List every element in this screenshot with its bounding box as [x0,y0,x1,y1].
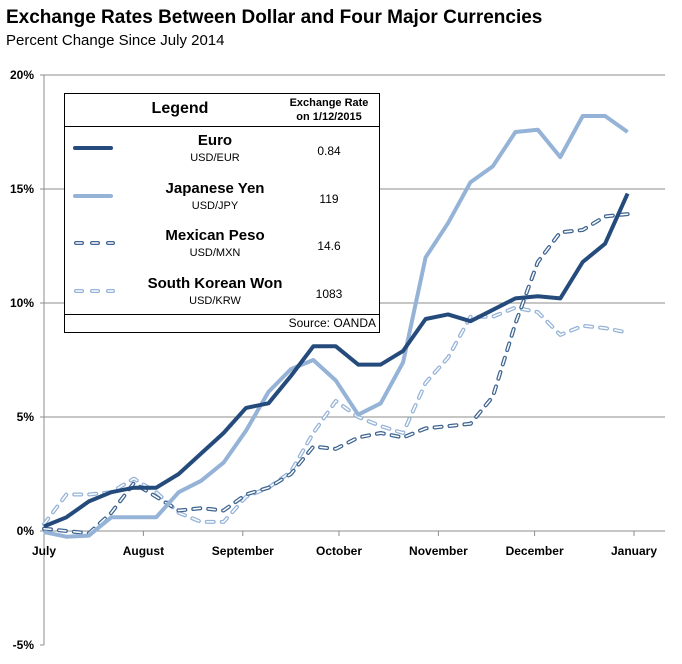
x-tick-label: January [611,544,657,558]
series-south-korean-won-line [42,305,630,527]
series-south-korean-won-line-inner [43,306,629,525]
legend-name: Euro [197,132,233,149]
legend-item-euro: Euro USD/EUR 0.84 [65,132,379,180]
legend-pair: USD/JPY [191,200,239,212]
chart-title: Exchange Rates Between Dollar and Four M… [6,7,543,28]
legend-name: Mexican Peso [165,227,265,244]
series-japanese-yen-line [43,114,629,539]
legend-pair: USD/EUR [190,152,240,164]
legend: Legend Exchange Rate on 1/12/2015 Euro U… [64,93,380,333]
x-tick-label: October [316,544,362,558]
legend-item-won: South Korean Won USD/KRW 1083 [65,275,379,323]
rate-header: Exchange Rate on 1/12/2015 [277,96,381,124]
legend-header: Legend Exchange Rate on 1/12/2015 [65,94,379,127]
y-tick-label: 0% [17,524,35,538]
legend-rate: 14.6 [317,239,341,253]
series-euro-line [43,192,630,529]
y-tick-label: 15% [10,182,34,196]
y-tick-label: 5% [17,410,35,424]
legend-name: Japanese Yen [165,180,265,197]
chart-subtitle: Percent Change Since July 2014 [6,32,225,49]
legend-title: Legend [151,100,209,117]
dashed-line-swatch-icon [74,289,115,293]
x-tick-label: July [32,544,56,558]
legend-rate: 119 [319,192,339,206]
x-tick-label: September [212,544,274,558]
solid-line-swatch-icon [73,194,113,198]
rate-header-line2: on 1/12/2015 [296,111,362,123]
y-tick-label: 20% [10,68,34,82]
legend-item-peso: Mexican Peso USD/MXN 14.6 [65,227,379,275]
x-tick-label: August [123,544,164,558]
legend-footer: Source: OANDA [65,314,379,332]
x-tick-label: December [506,544,564,558]
legend-pair: USD/MXN [189,247,241,259]
rate-header-line1: Exchange Rate [289,97,369,109]
y-tick-label: 10% [10,296,34,310]
dashed-line-swatch-icon [74,241,115,245]
y-tick-label: -5% [13,638,35,652]
legend-item-yen: Japanese Yen USD/JPY 119 [65,180,379,228]
legend-pair: USD/KRW [189,295,241,307]
legend-rate: 0.84 [317,144,341,158]
legend-rate: 1083 [315,287,343,301]
solid-line-swatch-icon [73,146,113,150]
x-tick-label: November [409,544,468,558]
source-note: Source: OANDA [288,316,376,330]
legend-name: South Korean Won [147,275,283,292]
